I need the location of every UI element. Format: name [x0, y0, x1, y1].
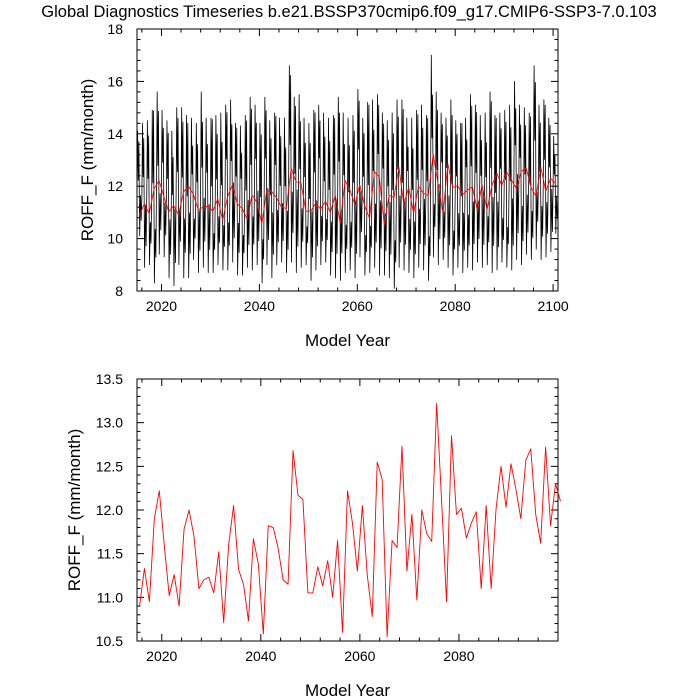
y-tick-label: 12.0: [96, 502, 123, 518]
x-tick-label: 2060: [344, 648, 375, 664]
y-tick-label: 18: [107, 21, 123, 37]
bottom-y-axis-title: ROFF_F (mm/month): [65, 429, 84, 591]
y-tick-label: 13.5: [96, 371, 123, 387]
bottom-panel: 2020 2040 2060 2080 10.5 11.0 11.5 12.0 12.5 13.0…: [65, 371, 561, 700]
bottom-tick-labels: 2020 2040 2060 2080 10.5 11.0 11.5 12.0 12.5 13.0…: [96, 371, 475, 664]
bottom-ticks: [137, 378, 559, 642]
y-tick-label: 11.0: [97, 589, 123, 605]
top-x-axis-title: Model Year: [305, 331, 390, 350]
y-tick-label: 8: [115, 283, 123, 299]
y-tick-label: 12.5: [96, 458, 123, 474]
x-tick-label: 2080: [440, 298, 471, 314]
x-tick-label: 2060: [342, 298, 373, 314]
y-tick-label: 14: [107, 126, 123, 142]
series-line-annual-mean: [139, 403, 561, 638]
bottom-x-axis-title: Model Year: [305, 681, 390, 700]
top-y-axis-title: ROFF_F (mm/month): [78, 79, 97, 241]
x-tick-label: 2080: [443, 648, 474, 664]
top-panel: 2020 2040 2060 2080 2100 8 10 12 14 16 18 Model Ye…: [78, 21, 569, 350]
y-tick-label: 13.0: [96, 415, 123, 431]
x-tick-label: 2040: [245, 648, 276, 664]
series-line-monthly: [136, 54, 558, 289]
y-tick-label: 11.5: [97, 546, 123, 562]
top-tick-labels: 2020 2040 2060 2080 2100 8 10 12 14 16 18: [107, 21, 568, 314]
y-tick-label: 10.5: [96, 633, 123, 649]
top-series: [136, 54, 558, 289]
chart-title: Global Diagnostics Timeseries b.e21.BSSP…: [41, 3, 656, 21]
x-tick-label: 2020: [146, 298, 177, 314]
x-tick-label: 2020: [146, 648, 177, 664]
series-line-annual-mean: [139, 153, 556, 225]
x-tick-label: 2100: [538, 298, 569, 314]
y-tick-label: 16: [107, 73, 123, 89]
x-tick-label: 2040: [244, 298, 275, 314]
y-tick-label: 10: [107, 231, 123, 247]
bottom-series: [139, 403, 561, 638]
y-tick-label: 12: [107, 178, 123, 194]
